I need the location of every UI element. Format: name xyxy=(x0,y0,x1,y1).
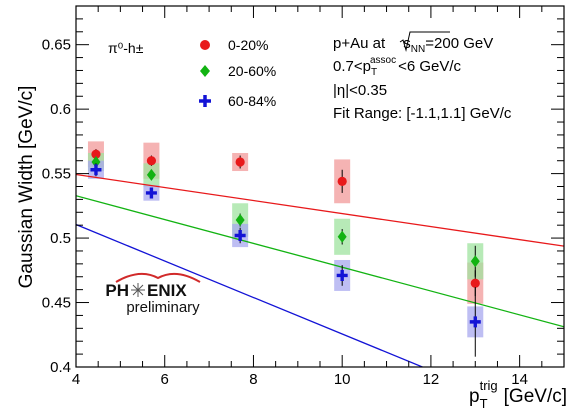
annotation-assoc: 0.7<pTassoc <6 GeV/c xyxy=(333,55,462,78)
legend: π⁰-h± 0-20% 20-60% 60-84% xyxy=(108,37,276,109)
legend-title: π⁰-h± xyxy=(108,40,144,56)
legend-marker-0-20 xyxy=(200,40,210,50)
point-20-60--2 xyxy=(235,214,245,227)
annotation-block: p+Au at sNN=200 GeV 0.7<pTassoc <6 GeV/c … xyxy=(333,31,512,122)
point-60-84--0 xyxy=(90,164,102,176)
x-tick-label-8: 8 xyxy=(249,371,257,388)
annotation-system: p+Au at sNN=200 GeV xyxy=(333,35,493,55)
y-tick-label-5: 0.65 xyxy=(42,37,71,54)
point-0-20--4 xyxy=(470,278,480,288)
point-20-60--4 xyxy=(470,255,480,268)
y-tick-label-0: 0.4 xyxy=(50,359,71,376)
point-0-20--1 xyxy=(146,156,157,166)
logo-burst-icon xyxy=(131,283,145,297)
logo-text-left: PH xyxy=(105,281,129,300)
fit-line-0-20- xyxy=(76,173,564,247)
y-axis-label: Gaussian Width [GeV/c] xyxy=(16,86,37,289)
annotation-eta: |η|<0.35 xyxy=(333,82,387,99)
annotation-fit-range: Fit Range: [-1.1,1.1] GeV/c xyxy=(333,105,512,122)
legend-marker-60-84 xyxy=(199,95,211,107)
y-tick-label-2: 0.5 xyxy=(50,230,71,247)
point-60-84--4 xyxy=(469,316,481,328)
y-tick-label-4: 0.6 xyxy=(50,101,71,118)
point-0-20--3 xyxy=(337,176,347,186)
legend-label-20-60: 20-60% xyxy=(228,63,276,79)
point-20-60--0 xyxy=(91,156,101,169)
legend-marker-20-60 xyxy=(200,65,210,77)
x-tick-label-4: 4 xyxy=(72,371,80,388)
point-20-60--1 xyxy=(146,168,156,181)
sqrt-symbol xyxy=(399,31,450,52)
data-points xyxy=(90,149,481,357)
point-0-20--2 xyxy=(235,157,245,167)
fit-lines xyxy=(76,173,564,367)
fit-line-20-60- xyxy=(76,195,564,328)
axes: 4 6 8 10 12 14 0.4 0.45 0.5 0.55 0.6 0.65 xyxy=(42,5,565,388)
fit-line-60-84- xyxy=(76,223,425,367)
x-tick-label-6: 6 xyxy=(161,371,169,388)
point-0-20--0 xyxy=(91,149,101,159)
x-tick-label-10: 10 xyxy=(334,371,351,388)
point-60-84--2 xyxy=(234,229,246,241)
phenix-logo: PH ENIX preliminary xyxy=(105,272,201,316)
y-tick-label-1: 0.45 xyxy=(42,295,71,312)
legend-label-60-84: 60-84% xyxy=(228,93,276,109)
x-tick-label-12: 12 xyxy=(423,371,440,388)
logo-preliminary: preliminary xyxy=(126,299,200,316)
point-20-60--3 xyxy=(337,230,347,243)
x-tick-label-14: 14 xyxy=(511,371,528,388)
logo-text-right: ENIX xyxy=(147,281,187,300)
y-tick-label-3: 0.55 xyxy=(42,166,71,183)
point-60-84--3 xyxy=(336,269,348,281)
legend-label-0-20: 0-20% xyxy=(228,37,268,53)
x-axis-label: pTtrig[GeV/c] xyxy=(469,378,567,411)
point-60-84--1 xyxy=(145,187,157,199)
logo-wing-icon xyxy=(115,272,201,283)
